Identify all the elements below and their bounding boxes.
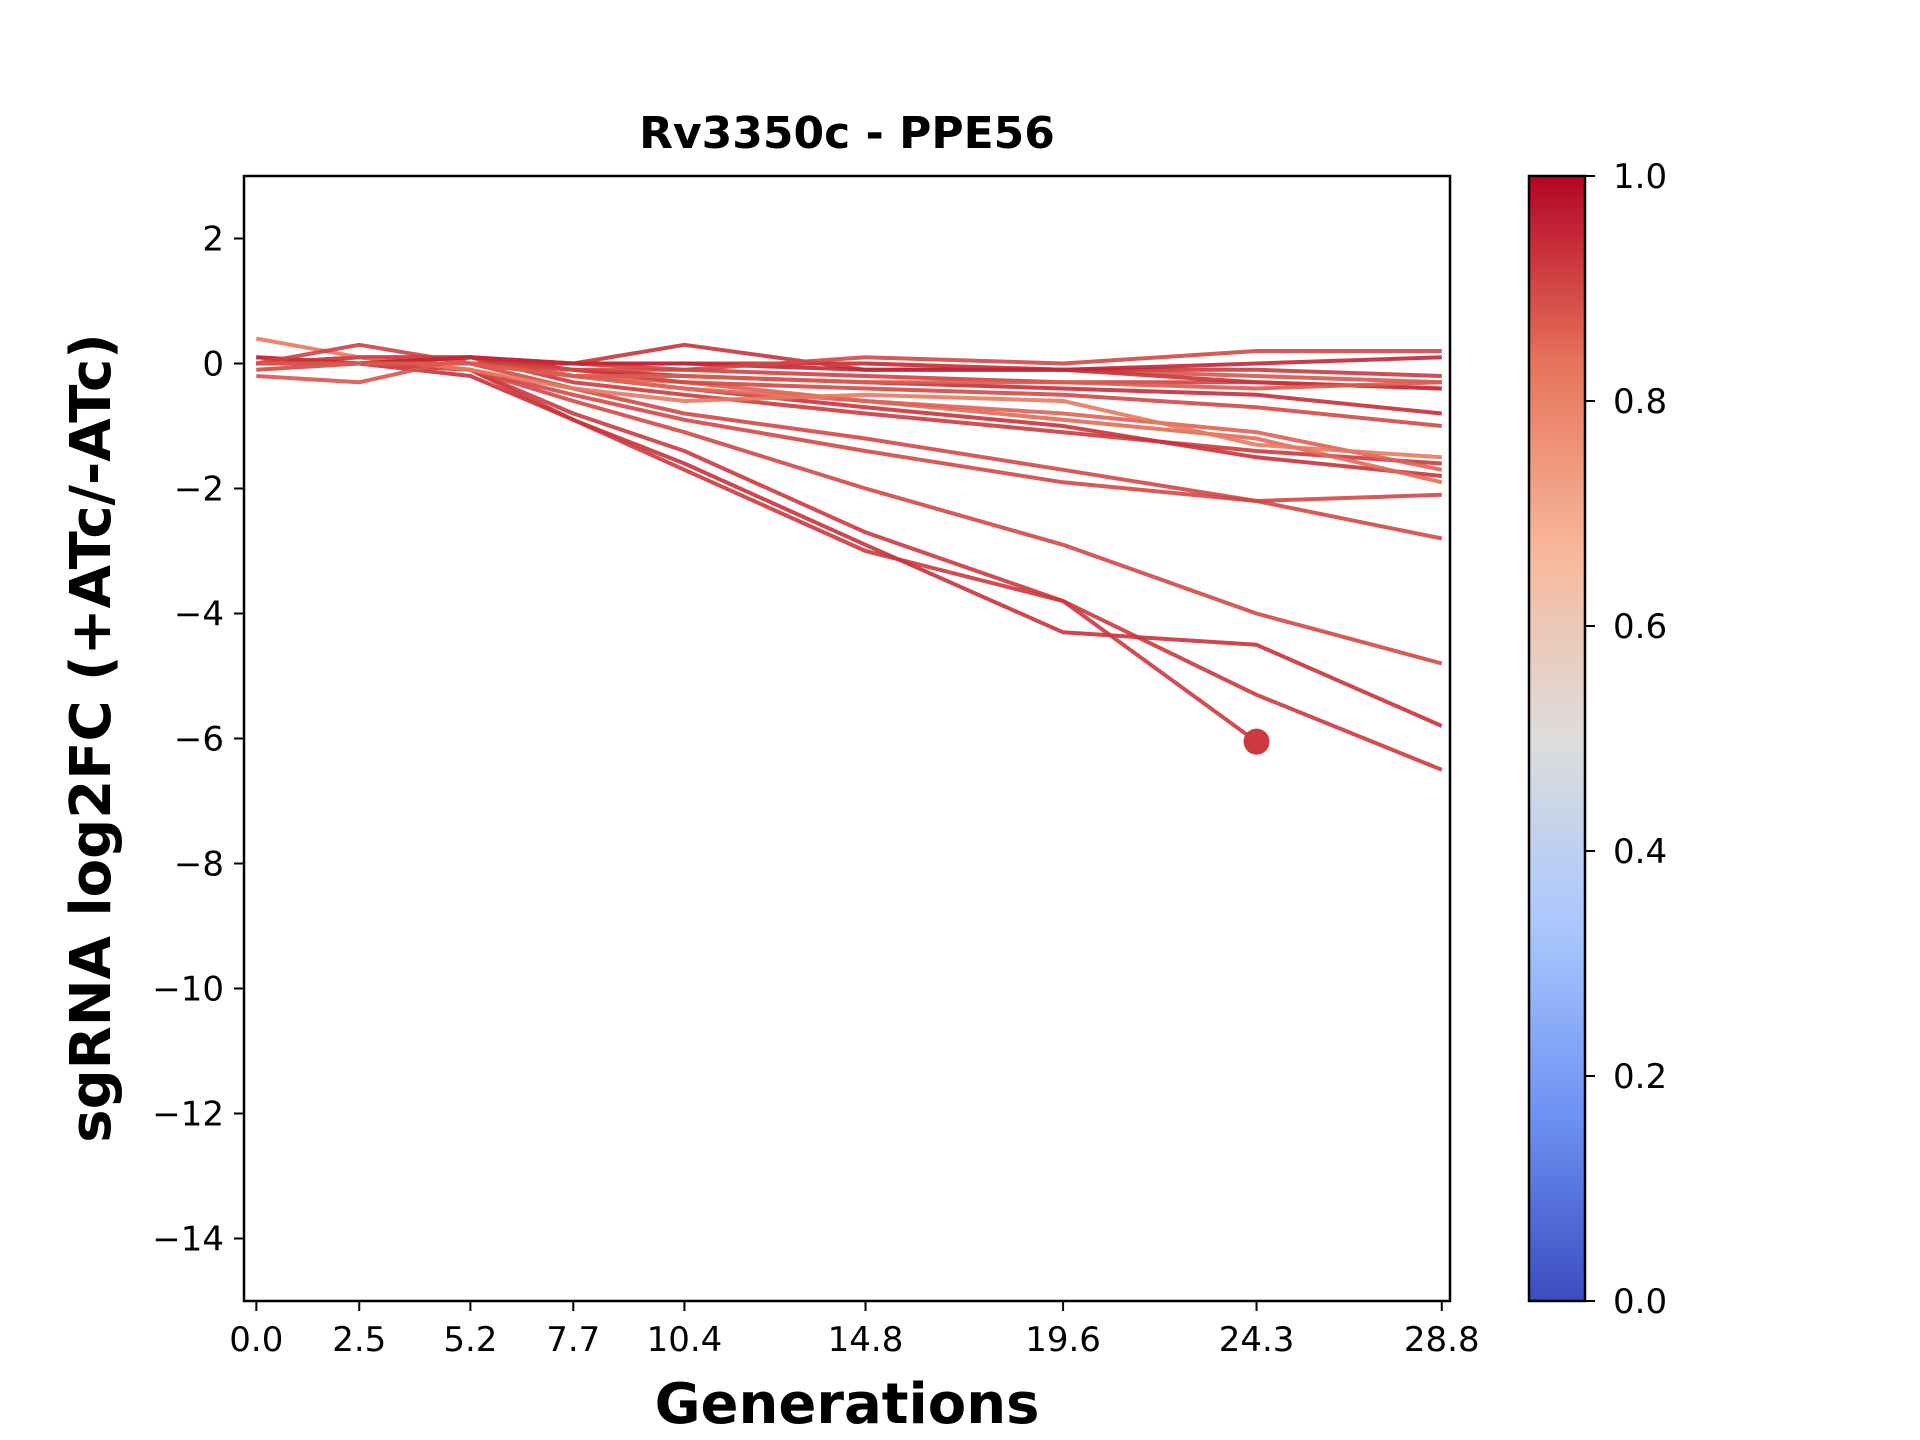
x-tick-label: 0.0 xyxy=(229,1320,283,1360)
series-layer xyxy=(255,336,1443,772)
chart-title: Rv3350c - PPE56 xyxy=(639,108,1055,159)
y-axis: 2 0 −2 −4 −6 −8 −10 −12 −14 xyxy=(152,220,244,1260)
colorbar-tick-label: 1.0 xyxy=(1613,157,1667,197)
colorbar-frame xyxy=(1527,174,1587,1303)
y-tick-label: −12 xyxy=(152,1095,224,1135)
series-line-2 xyxy=(256,361,1443,728)
colorbar-tick-label: 0.4 xyxy=(1613,832,1667,872)
x-axis-label: Generations xyxy=(655,1372,1040,1437)
x-tick-label: 5.2 xyxy=(443,1320,497,1360)
colorbar: 1.0 0.8 0.6 0.4 0.2 0.0 xyxy=(1527,157,1667,1322)
x-tick-label: 24.3 xyxy=(1219,1320,1295,1360)
colorbar-tick-label: 0.2 xyxy=(1613,1057,1667,1097)
colorbar-gradient xyxy=(1529,176,1585,1301)
series-line-4 xyxy=(256,361,1443,666)
y-tick-label: −4 xyxy=(174,595,224,635)
series-line-12 xyxy=(256,355,1443,428)
series-line-6 xyxy=(256,355,1442,503)
colorbar-tick-label: 0.6 xyxy=(1613,607,1667,647)
colorbar-tick-label: 0.8 xyxy=(1613,382,1667,422)
x-tick-label: 28.8 xyxy=(1404,1320,1480,1360)
y-tick-label: −2 xyxy=(174,470,224,510)
colorbar-ticks: 1.0 0.8 0.6 0.4 0.2 0.0 xyxy=(1585,157,1667,1322)
x-tick-label: 19.6 xyxy=(1025,1320,1101,1360)
colorbar-tick-label: 0.0 xyxy=(1613,1282,1667,1322)
series-line-18 xyxy=(256,355,1442,372)
x-axis: 0.0 2.5 5.2 7.7 10.4 14.8 19.6 24.3 28.8 xyxy=(229,1301,1480,1360)
y-tick-label: 2 xyxy=(202,220,224,260)
y-tick-label: −6 xyxy=(174,720,224,760)
series-line-20 xyxy=(256,361,1442,391)
y-axis-label: sgRNA log2FC (+ATc/-ATc) xyxy=(59,333,124,1143)
x-tick-label: 14.8 xyxy=(828,1320,904,1360)
series-end-marker xyxy=(1243,728,1270,755)
x-tick-label: 10.4 xyxy=(647,1320,723,1360)
y-tick-label: −14 xyxy=(152,1220,224,1260)
y-tick-label: −8 xyxy=(174,845,224,885)
y-tick-label: −10 xyxy=(152,970,224,1010)
series-line-3 xyxy=(256,355,1258,744)
x-tick-label: 2.5 xyxy=(332,1320,386,1360)
y-tick-label: 0 xyxy=(202,345,224,385)
x-tick-label: 7.7 xyxy=(546,1320,600,1360)
series-line-1 xyxy=(256,361,1443,772)
